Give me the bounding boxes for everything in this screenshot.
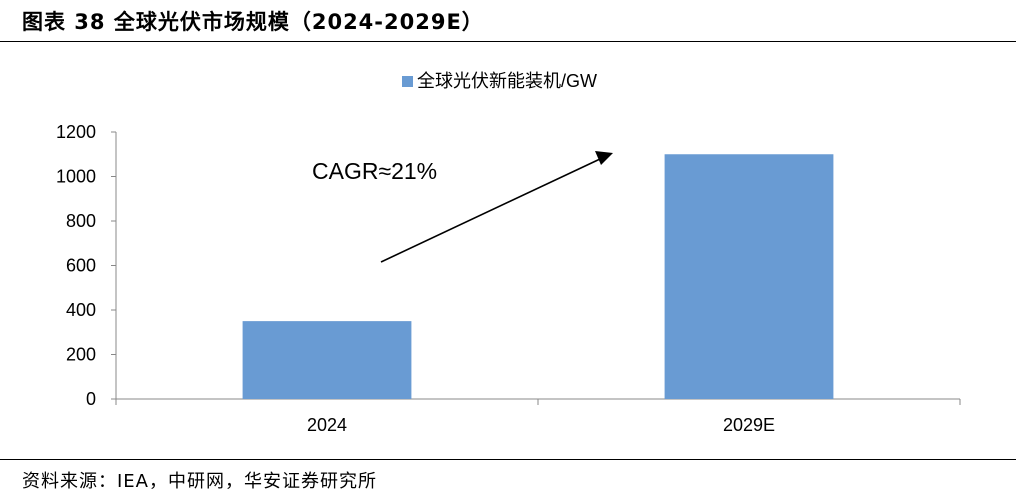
cagr-label: CAGR≈21% bbox=[312, 158, 437, 184]
legend: 全球光伏新能装机/GW bbox=[402, 71, 597, 91]
y-tick-label: 800 bbox=[66, 211, 96, 231]
x-tick-labels: 2024 2029E bbox=[307, 415, 775, 435]
legend-label: 全球光伏新能装机/GW bbox=[417, 71, 597, 91]
y-tick-label: 0 bbox=[86, 389, 96, 409]
source-note: 资料来源：IEA，中研网，华安证券研究所 bbox=[22, 471, 377, 492]
bar-2024 bbox=[242, 321, 412, 399]
y-tick-label: 600 bbox=[66, 256, 96, 276]
top-divider bbox=[0, 41, 1016, 42]
y-tick-label: 200 bbox=[66, 345, 96, 365]
cagr-arrow-head bbox=[595, 151, 613, 165]
figure-title: 图表 38 全球光伏市场规模（2024-2029E） bbox=[22, 10, 484, 34]
x-tick-label: 2029E bbox=[723, 415, 775, 435]
y-tick-label: 400 bbox=[66, 300, 96, 320]
cagr-annotation: CAGR≈21% bbox=[312, 151, 613, 263]
bars bbox=[242, 154, 834, 399]
x-tick-label: 2024 bbox=[307, 415, 347, 435]
bottom-divider bbox=[0, 459, 1016, 460]
legend-swatch bbox=[402, 76, 413, 87]
y-tick-label: 1000 bbox=[56, 167, 96, 187]
cagr-arrow-line bbox=[380, 158, 601, 263]
y-tick-label: 1200 bbox=[56, 122, 96, 142]
bar-2029E bbox=[664, 154, 834, 399]
